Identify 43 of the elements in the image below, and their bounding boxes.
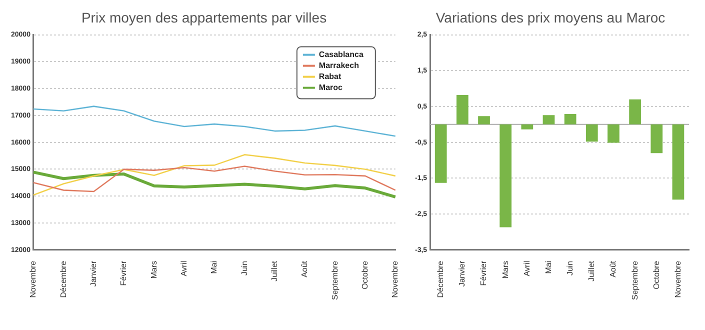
bar — [564, 114, 576, 124]
bar — [478, 116, 490, 124]
x-tick-label: Juin — [566, 260, 575, 276]
legend-label: Casablanca — [318, 50, 364, 60]
x-tick-label: Novembre — [673, 260, 682, 298]
bar — [434, 124, 447, 183]
x-tick-label: Octobre — [652, 260, 661, 290]
x-tick-label: Septembre — [330, 260, 340, 300]
x-tick-label: Décembre — [436, 260, 446, 298]
legend-label: Rabat — [318, 72, 342, 82]
bar — [650, 124, 663, 154]
x-tick-label: Juin — [240, 260, 249, 276]
x-tick-label: Mai — [210, 260, 219, 274]
legend-label: Marrakech — [318, 61, 360, 70]
bar — [542, 115, 555, 124]
x-tick-label: Août — [608, 260, 618, 278]
x-tick-label: Mai — [544, 260, 553, 274]
x-tick-label: Mars — [500, 260, 510, 279]
x-tick-label: Mars — [149, 260, 158, 279]
x-tick-label: Avril — [522, 260, 532, 276]
bar — [629, 99, 641, 124]
x-tick-label: Septembre — [630, 260, 640, 300]
bar — [521, 124, 534, 130]
x-tick-label: Novembre — [28, 260, 38, 298]
bar — [586, 124, 598, 142]
x-tick-label: Janvier — [458, 260, 467, 287]
chart-title: Variations des prix moyens au Maroc — [436, 9, 666, 26]
bar — [456, 95, 468, 124]
x-tick-label: Juillet — [587, 260, 596, 282]
x-tick-label: Décembre — [58, 260, 68, 298]
x-tick-label: Novembre — [390, 260, 400, 298]
x-tick-label: Octobre — [360, 260, 370, 290]
x-tick-label: Juillet — [270, 260, 279, 282]
x-tick-label: Avril — [179, 260, 188, 276]
legend-label: Maroc — [318, 83, 344, 92]
bar — [608, 124, 620, 143]
bar — [500, 124, 512, 228]
x-tick-label: Janvier — [88, 260, 98, 287]
chart-title: Prix moyen des appartements par villes — [81, 9, 327, 26]
bar — [672, 124, 684, 200]
x-tick-label: Août — [300, 260, 310, 278]
x-tick-label: Février — [119, 260, 128, 286]
x-tick-label: Février — [479, 260, 488, 286]
